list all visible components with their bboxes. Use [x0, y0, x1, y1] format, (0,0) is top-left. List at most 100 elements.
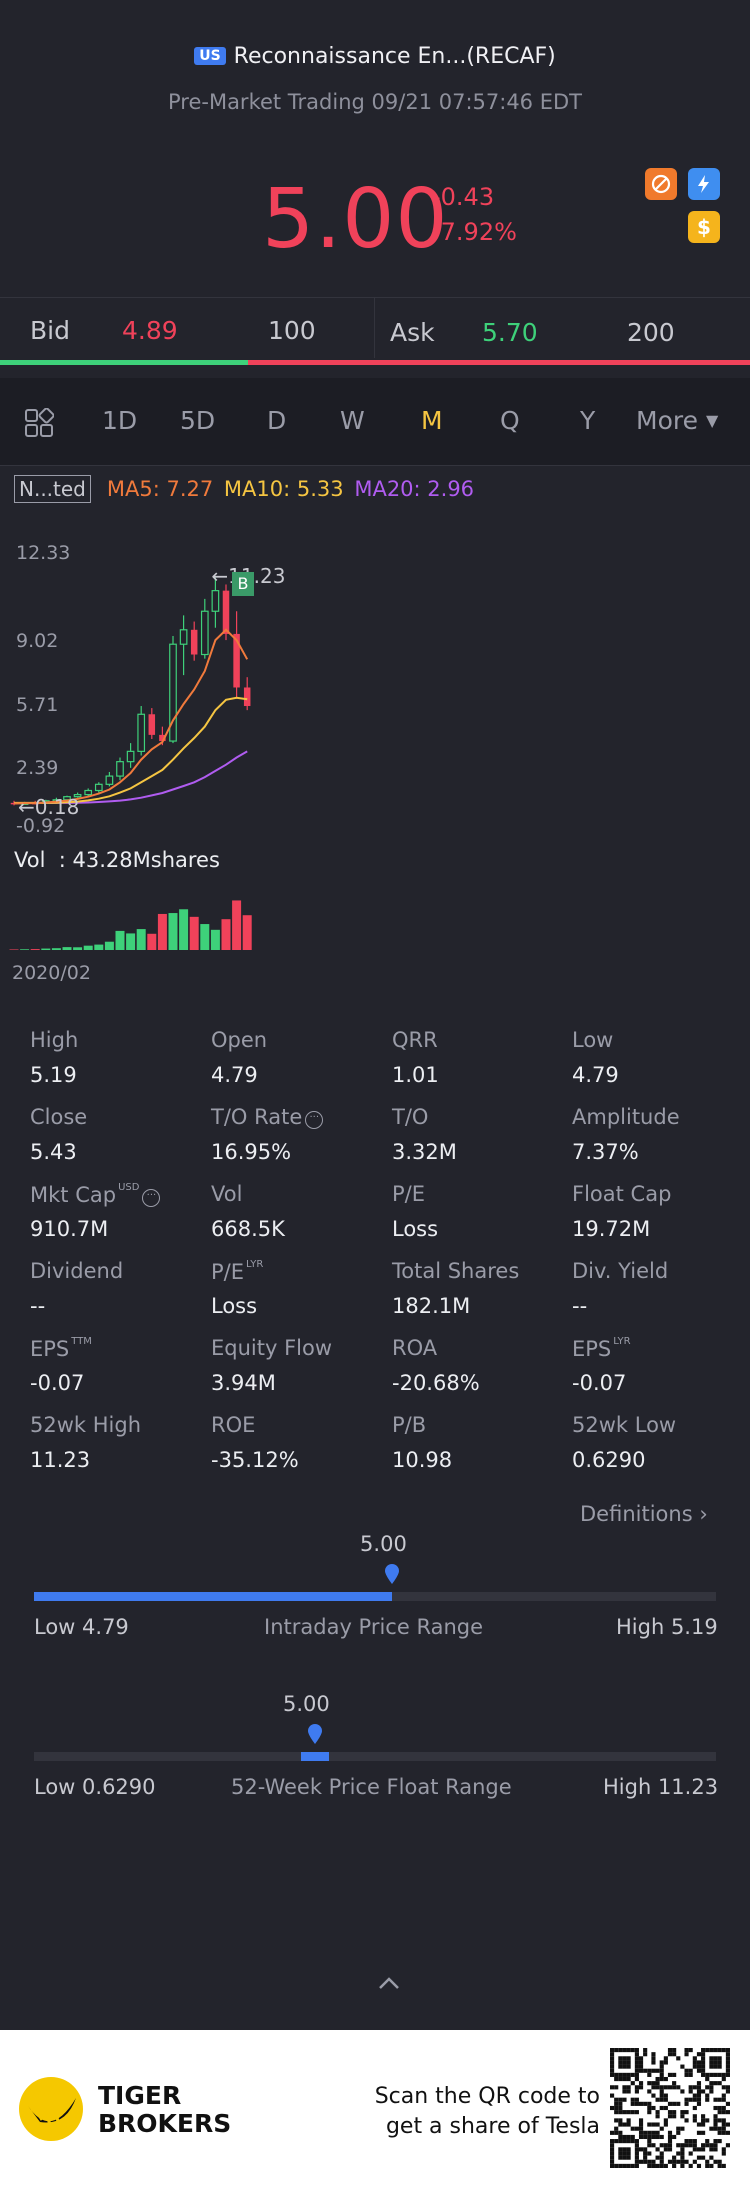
buy-marker[interactable]: B — [232, 572, 254, 597]
qr-module — [610, 2056, 615, 2061]
qr-module — [651, 2081, 656, 2086]
qr-module — [692, 2093, 697, 2098]
tab-month[interactable]: M — [421, 406, 443, 435]
tab-5d[interactable]: 5D — [180, 406, 216, 435]
tab-day[interactable]: D — [267, 406, 287, 435]
candlestick-chart[interactable] — [0, 560, 300, 820]
qr-module — [667, 2052, 673, 2057]
qr-module — [709, 2060, 714, 2065]
intraday-low: Low 4.79 — [34, 1615, 129, 1639]
volume-chart[interactable] — [0, 870, 300, 950]
qr-module — [610, 2163, 615, 2168]
definitions-label: Definitions — [580, 1502, 693, 1526]
qr-module — [655, 2114, 660, 2119]
tab-more[interactable]: More ▼ — [636, 406, 718, 435]
qr-module — [676, 2151, 681, 2156]
qr-module — [655, 2163, 660, 2168]
qr-module — [672, 2081, 677, 2086]
qr-module — [626, 2110, 631, 2115]
qr-module — [667, 2147, 673, 2152]
qr-module — [655, 2085, 660, 2090]
adjustment-selector[interactable]: N...ted — [14, 475, 91, 503]
week52-range-marker — [300, 1752, 329, 1761]
volume-bar — [83, 945, 93, 950]
chevron-up-icon[interactable] — [378, 1975, 400, 1994]
qr-module — [705, 2139, 710, 2144]
week52-high: High 11.23 — [603, 1775, 719, 1799]
candle-body — [105, 775, 114, 785]
qr-module — [634, 2085, 639, 2090]
candle-body — [73, 794, 82, 798]
lightning-icon[interactable] — [688, 168, 720, 200]
qr-module — [680, 2064, 685, 2069]
qr-module — [630, 2163, 635, 2168]
info-icon[interactable]: ··· — [142, 1189, 161, 1207]
stat-value: -0.07 — [30, 1371, 85, 1395]
qr-module — [626, 2048, 631, 2053]
qr-module — [725, 2048, 730, 2053]
qr-module — [634, 2143, 639, 2148]
grid-layout-icon[interactable] — [24, 407, 55, 442]
qr-module — [705, 2143, 710, 2148]
qr-module — [638, 2159, 644, 2164]
qr-module — [659, 2155, 664, 2160]
qr-module — [638, 2122, 644, 2127]
stat-value: -35.12% — [211, 1448, 299, 1472]
stat-value: 4.79 — [572, 1063, 619, 1087]
qr-module — [614, 2163, 619, 2168]
qr-module — [614, 2085, 619, 2090]
stat-label-text: 52wk High — [30, 1413, 141, 1437]
qr-module — [618, 2118, 623, 2123]
qr-module — [721, 2048, 726, 2053]
qr-module — [618, 2048, 623, 2053]
qr-module — [701, 2072, 706, 2077]
qr-module — [614, 2110, 619, 2115]
brand-line2: BROKERS — [98, 2109, 232, 2138]
qr-module — [614, 2130, 619, 2135]
qr-module — [701, 2068, 706, 2073]
qr-module — [684, 2101, 689, 2106]
qr-module — [638, 2056, 644, 2061]
qr-module — [630, 2139, 635, 2144]
qr-module — [659, 2068, 664, 2073]
tab-quarter[interactable]: Q — [500, 406, 520, 435]
qr-module — [696, 2064, 702, 2069]
qr-module — [651, 2085, 656, 2090]
y-axis-label: 2.39 — [16, 757, 59, 779]
week52-low: Low 0.6290 — [34, 1775, 156, 1799]
qr-module — [713, 2060, 718, 2065]
stat-label: High — [30, 1028, 78, 1052]
volume-bar — [20, 949, 30, 950]
qr-module — [651, 2060, 656, 2065]
volume-bar — [157, 913, 167, 950]
qr-module — [688, 2151, 693, 2156]
stat-label-text: Total Shares — [392, 1259, 520, 1283]
intraday-range-fill — [34, 1592, 393, 1601]
qr-code[interactable] — [610, 2048, 730, 2168]
no-trade-icon[interactable] — [645, 168, 677, 200]
stat-label-text: 52wk Low — [572, 1413, 677, 1437]
definitions-link[interactable]: Definitions › — [580, 1502, 708, 1526]
qr-module — [618, 2110, 623, 2115]
qr-module — [713, 2147, 718, 2152]
cta-line1: Scan the QR code to — [374, 2084, 600, 2109]
qr-module — [667, 2134, 673, 2140]
qr-module — [696, 2068, 702, 2073]
qr-module — [626, 2064, 631, 2069]
qr-module — [614, 2139, 619, 2144]
stat-label: P/B — [392, 1413, 426, 1437]
qr-module — [659, 2085, 664, 2090]
qr-module — [634, 2110, 639, 2115]
brand-name: TIGER BROKERS — [98, 2082, 231, 2138]
qr-module — [725, 2085, 730, 2090]
tab-week[interactable]: W — [340, 406, 365, 435]
qr-module — [684, 2110, 689, 2115]
qr-module — [717, 2081, 722, 2086]
info-icon[interactable]: ··· — [305, 1111, 324, 1129]
qr-module — [610, 2064, 615, 2069]
tab-year[interactable]: Y — [580, 406, 596, 435]
dollar-icon[interactable]: $ — [688, 211, 720, 243]
stat-label-text: Open — [211, 1028, 268, 1052]
qr-module — [676, 2143, 681, 2148]
tab-1d[interactable]: 1D — [102, 406, 138, 435]
